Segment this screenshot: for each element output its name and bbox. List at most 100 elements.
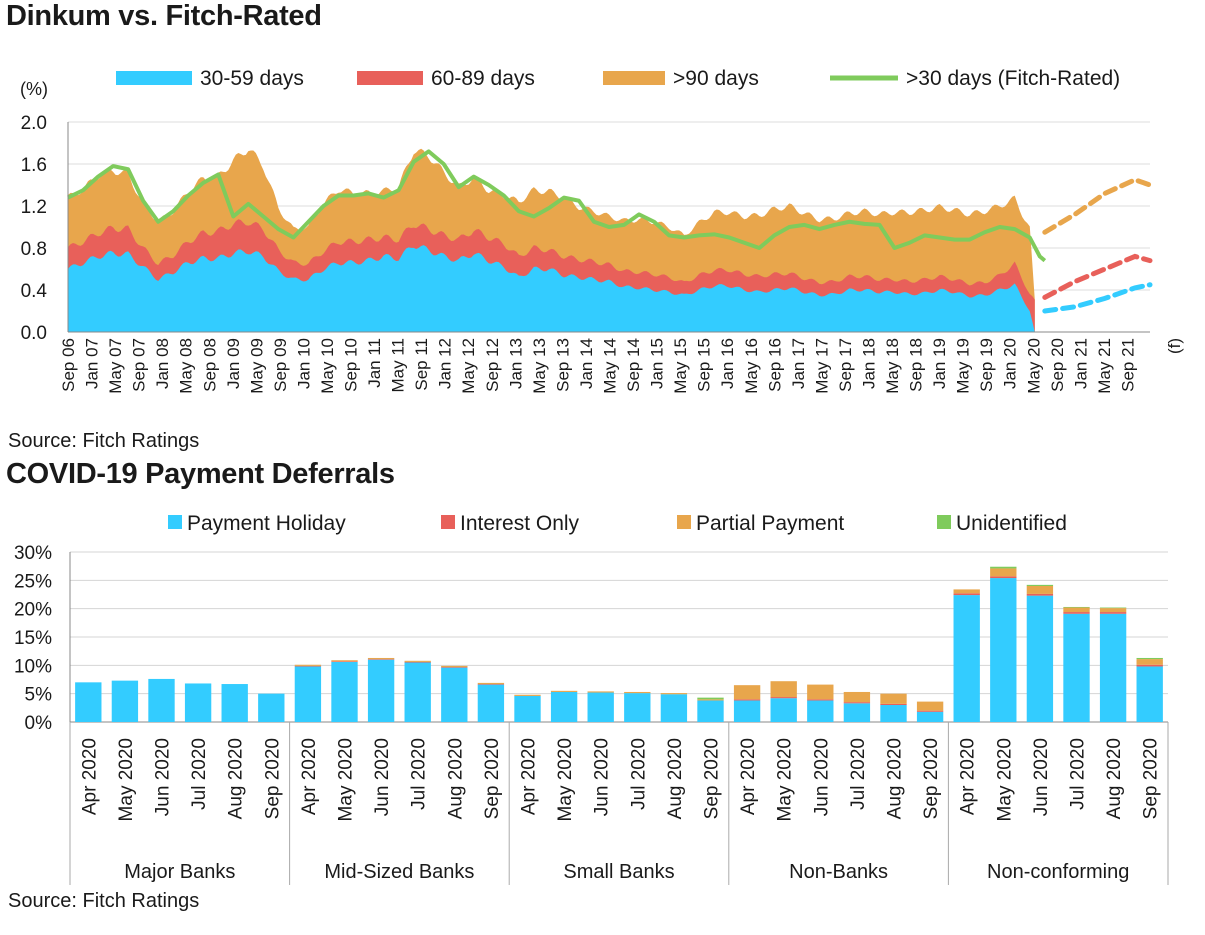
bar-ph-4-1 bbox=[990, 578, 1017, 722]
chart2-title: COVID-19 Payment Deferrals bbox=[6, 458, 395, 490]
chart1-source: Source: Fitch Ratings bbox=[8, 430, 200, 452]
bar-pp-1-3 bbox=[404, 660, 431, 662]
legend-interest-only: Interest Only bbox=[460, 512, 580, 535]
y-tick-label: 0.0 bbox=[21, 323, 47, 344]
bar-ph-2-5 bbox=[697, 700, 724, 722]
group-label: Small Banks bbox=[563, 861, 674, 883]
bar-io-3-1 bbox=[770, 697, 797, 699]
bar-ph-2-4 bbox=[660, 694, 688, 722]
bar-un-4-2 bbox=[1026, 584, 1054, 586]
bar-pp-4-1 bbox=[990, 568, 1017, 577]
x-tick-label: Jan 16 bbox=[718, 338, 737, 389]
bar-io-4-4 bbox=[1099, 612, 1127, 614]
area-30-59-days bbox=[68, 245, 1035, 332]
x-tick-label: Sep 2020 bbox=[921, 738, 942, 819]
legend-partial-payment: Partial Payment bbox=[696, 512, 844, 535]
x-tick-label: Sep 08 bbox=[200, 338, 219, 392]
y-tick-label: 2.0 bbox=[21, 113, 47, 134]
legend-payment-holiday-swatch bbox=[168, 515, 182, 529]
x-tick-label: Sep 13 bbox=[553, 338, 572, 392]
x-tick-label: Sep 18 bbox=[907, 338, 926, 392]
legend-30-59-days: 30-59 days bbox=[200, 67, 304, 90]
forecast-30-59-days bbox=[1042, 282, 1153, 314]
x-tick-label: Sep 19 bbox=[977, 338, 996, 392]
x-tick-label: May 19 bbox=[954, 338, 973, 394]
bar-pp-2-1 bbox=[550, 690, 578, 692]
x-tick-label: May 2020 bbox=[994, 738, 1015, 821]
x-tick-label: May 15 bbox=[671, 338, 690, 394]
bar-io-4-5 bbox=[1136, 664, 1163, 667]
x-tick-label: May 17 bbox=[812, 338, 831, 394]
group-label: Mid-Sized Banks bbox=[324, 861, 474, 883]
group-label: Major Banks bbox=[124, 861, 235, 883]
bar-pp-3-5 bbox=[916, 701, 944, 711]
bar-pp-2-0 bbox=[514, 694, 541, 696]
bar-ph-0-1 bbox=[111, 680, 139, 722]
x-tick-label: Aug 2020 bbox=[226, 738, 247, 819]
bar-io-3-3 bbox=[843, 702, 871, 704]
line-fitch-rated bbox=[67, 149, 1047, 263]
bar-ph-1-1 bbox=[331, 661, 358, 722]
x-tick-label: Jun 2020 bbox=[811, 738, 832, 816]
y-tick-label: 5% bbox=[25, 685, 53, 706]
x-tick-label: Jan 08 bbox=[153, 338, 172, 389]
group-label: Non-conforming bbox=[987, 861, 1129, 883]
x-tick-label: May 13 bbox=[530, 338, 549, 394]
legend-interest-only-swatch bbox=[441, 515, 455, 529]
y-tick-label: 1.2 bbox=[21, 197, 47, 218]
x-tick-label: Sep 21 bbox=[1118, 338, 1137, 392]
x-tick-label: May 2020 bbox=[336, 738, 357, 821]
bar-io-1-3 bbox=[404, 661, 431, 663]
bar-ph-3-5 bbox=[916, 711, 944, 722]
x-tick-label: May 21 bbox=[1095, 338, 1114, 394]
group-label: Non-Banks bbox=[789, 861, 888, 883]
bar-io-4-0 bbox=[953, 593, 980, 596]
x-tick-label: Jun 2020 bbox=[372, 738, 393, 816]
x-tick-label: Jun 2020 bbox=[1031, 738, 1052, 816]
bar-ph-1-0 bbox=[294, 666, 322, 722]
x-tick-label: Jul 2020 bbox=[628, 738, 649, 810]
legend-60-89-days-swatch bbox=[357, 71, 423, 85]
bar-pp-3-4 bbox=[880, 693, 907, 704]
bar-ph-0-5 bbox=[258, 693, 285, 722]
x-tick-label: May 20 bbox=[1024, 338, 1043, 394]
y-tick-label: 1.6 bbox=[21, 155, 47, 176]
bar-pp-3-3 bbox=[843, 691, 871, 703]
x-tick-label: Sep 14 bbox=[624, 338, 643, 392]
x-tick-label: May 14 bbox=[601, 338, 620, 394]
x-tick-label: Jan 17 bbox=[789, 338, 808, 389]
x-tick-label: Apr 2020 bbox=[299, 738, 320, 815]
x-tick-label: May 2020 bbox=[116, 738, 137, 821]
bar-pp-1-1 bbox=[331, 660, 358, 662]
bar-io-3-0 bbox=[733, 699, 761, 701]
bar-pp-2-3 bbox=[624, 691, 651, 694]
x-tick-label: May 10 bbox=[318, 338, 337, 394]
bar-io-1-1 bbox=[331, 661, 358, 662]
bar-pp-1-5 bbox=[477, 682, 505, 685]
x-tick-label: Jan 12 bbox=[436, 338, 455, 389]
bar-ph-3-1 bbox=[770, 698, 797, 722]
bar-un-2-5 bbox=[697, 697, 724, 700]
bar-pp-1-0 bbox=[294, 664, 322, 666]
x-tick-label: Sep 10 bbox=[342, 338, 361, 392]
y-tick-label: 10% bbox=[14, 656, 52, 677]
bar-ph-4-2 bbox=[1026, 595, 1054, 722]
bar-un-4-5 bbox=[1136, 657, 1163, 660]
y-tick-label: 20% bbox=[14, 600, 52, 621]
bar-pp-1-2 bbox=[367, 657, 395, 660]
bar-ph-3-0 bbox=[733, 700, 761, 722]
legend-90-plus-days: >90 days bbox=[673, 67, 759, 90]
bar-ph-1-3 bbox=[404, 662, 431, 722]
y-tick-label: 30% bbox=[14, 543, 52, 564]
x-tick-label: Jun 2020 bbox=[153, 738, 174, 816]
legend-unidentified: Unidentified bbox=[956, 512, 1067, 535]
x-tick-label: May 18 bbox=[883, 338, 902, 394]
x-tick-label: Sep 07 bbox=[130, 338, 149, 392]
forecast-90-plus-days bbox=[1042, 177, 1153, 235]
legend-partial-payment-swatch bbox=[677, 515, 691, 529]
chart1-title: Dinkum vs. Fitch-Rated bbox=[6, 0, 322, 32]
x-tick-label: Sep 17 bbox=[836, 338, 855, 392]
bar-io-1-4 bbox=[441, 667, 468, 668]
x-tick-label: Aug 2020 bbox=[1104, 738, 1125, 819]
bar-ph-0-2 bbox=[148, 678, 175, 722]
